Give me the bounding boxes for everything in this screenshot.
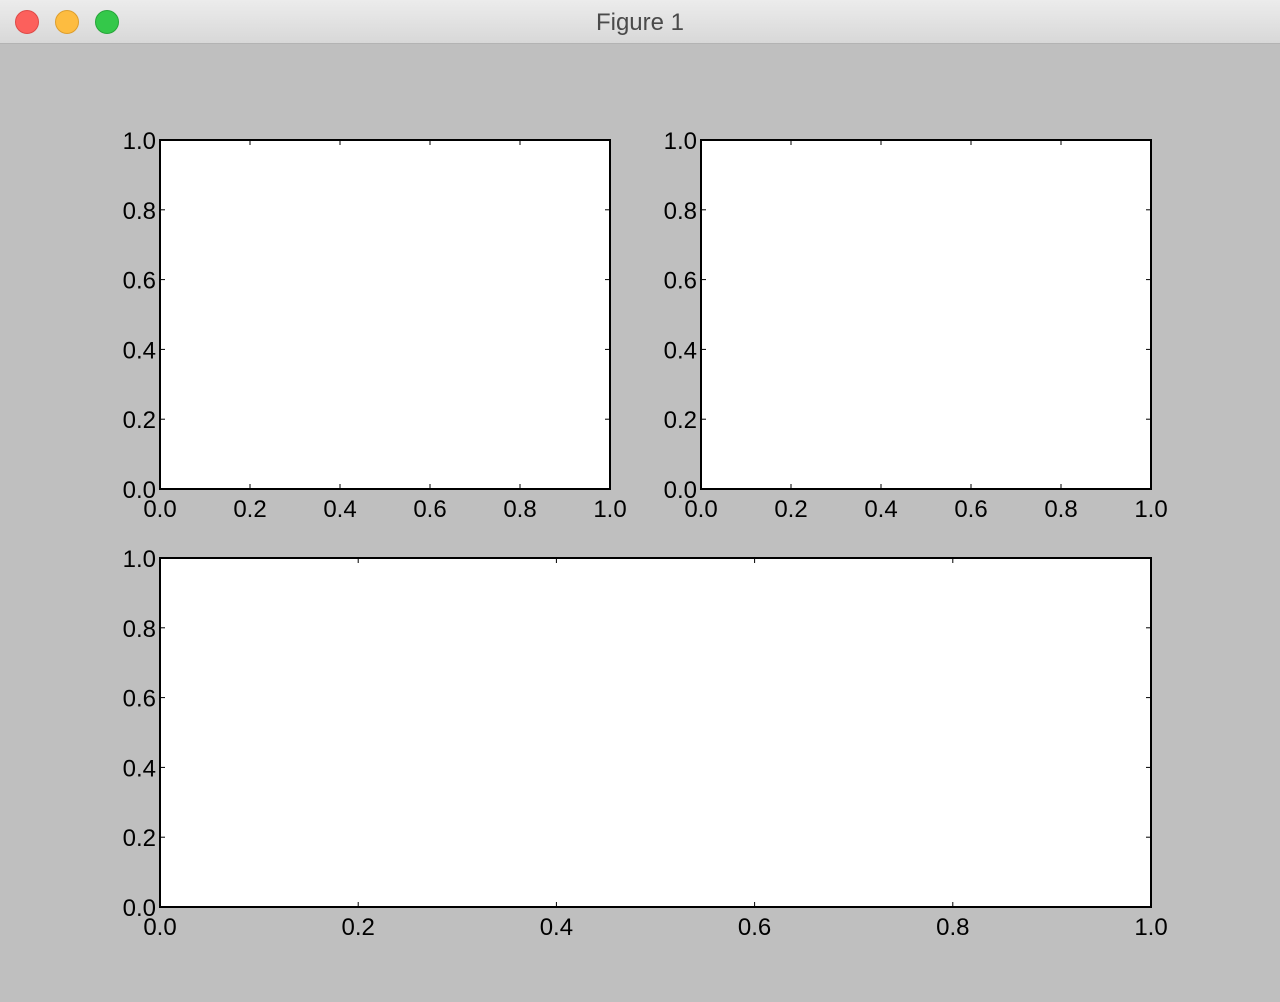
axes-3-xtick-label: 0.2: [342, 914, 375, 941]
axes-2-frame: [700, 139, 1152, 490]
axes-2-xtick-label: 0.8: [1044, 496, 1077, 523]
axes-2-ytick-label: 0.0: [664, 477, 697, 504]
zoom-icon[interactable]: [95, 10, 119, 34]
axes-3-xtick-label: 0.0: [143, 914, 176, 941]
subplots-svg: 0.0 0.2 0.4 0.6 0.8 1.00.00.20.40.60.81.00.0 0…: [123, 128, 1168, 941]
axes-1-xtick-label: 1.0: [593, 496, 626, 523]
axes-3-ytick-label: 1.0: [123, 546, 156, 573]
axes-2-xtick-label: 0.4: [864, 496, 897, 523]
axes-3-plot-area: [160, 558, 1151, 907]
minimize-icon[interactable]: [55, 10, 79, 34]
axes-3-xtick-label: 0.4: [540, 914, 573, 941]
axes-1-ytick-label: 0.0: [123, 477, 156, 504]
axes-3-frame: [159, 557, 1152, 908]
figure-canvas: 0.0 0.2 0.4 0.6 0.8 1.0 0.0 0.2 0.4 0.6 0.8 1.0 0.0 0…: [0, 44, 1280, 1002]
axes-2-xtick-label: 0.2: [774, 496, 807, 523]
axes-1-xtick-label: 0.8: [503, 496, 536, 523]
axes-1-xtick-label: 0.4: [323, 496, 356, 523]
axes-1-xtick-label: 0.6: [413, 496, 446, 523]
axes-3-ytick-label: 0.0: [123, 895, 156, 922]
axes-3-xtick-label: 0.6: [738, 914, 771, 941]
axes-1-xtick-label: 0.2: [233, 496, 266, 523]
axes-3-xtick-label: 1.0: [1134, 914, 1167, 941]
axes-2-plot-area: [701, 140, 1151, 489]
axes-3-ytick-label: 0.8: [123, 616, 156, 643]
axes-3-ytick-label: 0.4: [123, 755, 156, 782]
axes-2-ytick-label: 0.2: [664, 407, 697, 434]
axes-1-ytick-label: 0.8: [123, 198, 156, 225]
axes-2-ytick-label: 0.8: [664, 198, 697, 225]
axes-2-ytick-label: 0.4: [664, 337, 697, 364]
axes-2-ytick-label: 1.0: [664, 128, 697, 155]
axes-2-xtick-label: 1.0: [1134, 496, 1167, 523]
title-bar[interactable]: Figure 1: [0, 0, 1280, 44]
axes-1-ytick-label: 1.0: [123, 128, 156, 155]
axes-3-ytick-label: 0.6: [123, 686, 156, 713]
window-title: Figure 1: [595, 9, 685, 36]
axes-3-xtick-label: 0.8: [936, 914, 969, 941]
axes-2-xtick-label: 0.6: [954, 496, 987, 523]
axes-1-ytick-label: 0.2: [123, 407, 156, 434]
axes-1-ytick-label: 0.4: [123, 337, 156, 364]
axes-1-plot-area: [160, 140, 610, 489]
axes-2-ytick-label: 0.6: [664, 268, 697, 295]
axes-2-xtick-label: 0.0: [684, 496, 717, 523]
axes-3-ytick-label: 0.2: [123, 825, 156, 852]
axes-1-xtick-label: 0.0: [143, 496, 176, 523]
axes-1-ytick-label: 0.6: [123, 268, 156, 295]
axes-1-frame: [159, 139, 611, 490]
close-icon[interactable]: [15, 10, 39, 34]
